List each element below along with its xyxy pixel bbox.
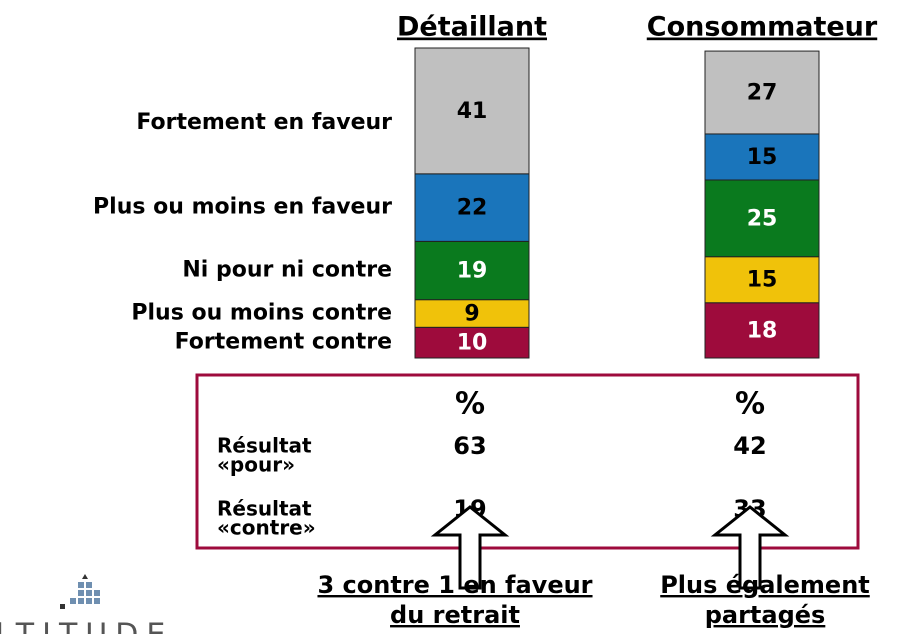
row-label: «contre» — [217, 516, 316, 540]
annotation: du retrait — [390, 601, 520, 629]
value-label: 22 — [457, 196, 488, 221]
arrow — [430, 505, 510, 590]
bar-segment — [704, 50, 820, 135]
value-label: 25 — [747, 206, 778, 231]
legend-label: Plus ou moins contre — [131, 300, 392, 325]
summary-header: % — [455, 387, 485, 422]
legend-label: Fortement contre — [175, 330, 392, 355]
legend-label: Plus ou moins en faveur — [93, 195, 392, 220]
value-label: 41 — [457, 99, 488, 124]
value-label: 18 — [747, 318, 778, 343]
bar-segment — [414, 173, 530, 242]
value-label: 15 — [747, 268, 778, 293]
annotation: 3 contre 1 en faveur — [317, 571, 592, 599]
value-label: 10 — [457, 331, 488, 356]
bar-segment — [414, 299, 530, 328]
row-value: 42 — [733, 432, 766, 460]
row-label: Résultat — [217, 497, 312, 521]
category-title: Consommateur — [647, 12, 878, 43]
value-label: 27 — [747, 81, 778, 106]
value-label: 9 — [464, 301, 479, 326]
bar-segment — [704, 179, 820, 258]
bar-segment — [704, 256, 820, 304]
value-label: 19 — [457, 259, 488, 284]
logo-icon — [60, 574, 100, 609]
annotation: partagés — [705, 601, 826, 629]
row-label: «pour» — [217, 453, 295, 477]
legend-label: Ni pour ni contre — [182, 258, 392, 283]
logo-text: ALTITUDE — [0, 618, 173, 634]
row-value: 63 — [453, 432, 486, 460]
bar-segment — [414, 47, 530, 175]
annotation: Plus également — [660, 571, 870, 599]
summary-box — [195, 373, 860, 550]
bar-segment — [704, 133, 820, 181]
arrow — [710, 505, 790, 590]
row-label: Résultat — [217, 434, 312, 458]
category-title: Détaillant — [397, 12, 547, 43]
value-label: 15 — [747, 145, 778, 170]
bar-segment — [704, 302, 820, 359]
summary-header: % — [735, 387, 765, 422]
legend-label: Fortement en faveur — [136, 110, 392, 135]
